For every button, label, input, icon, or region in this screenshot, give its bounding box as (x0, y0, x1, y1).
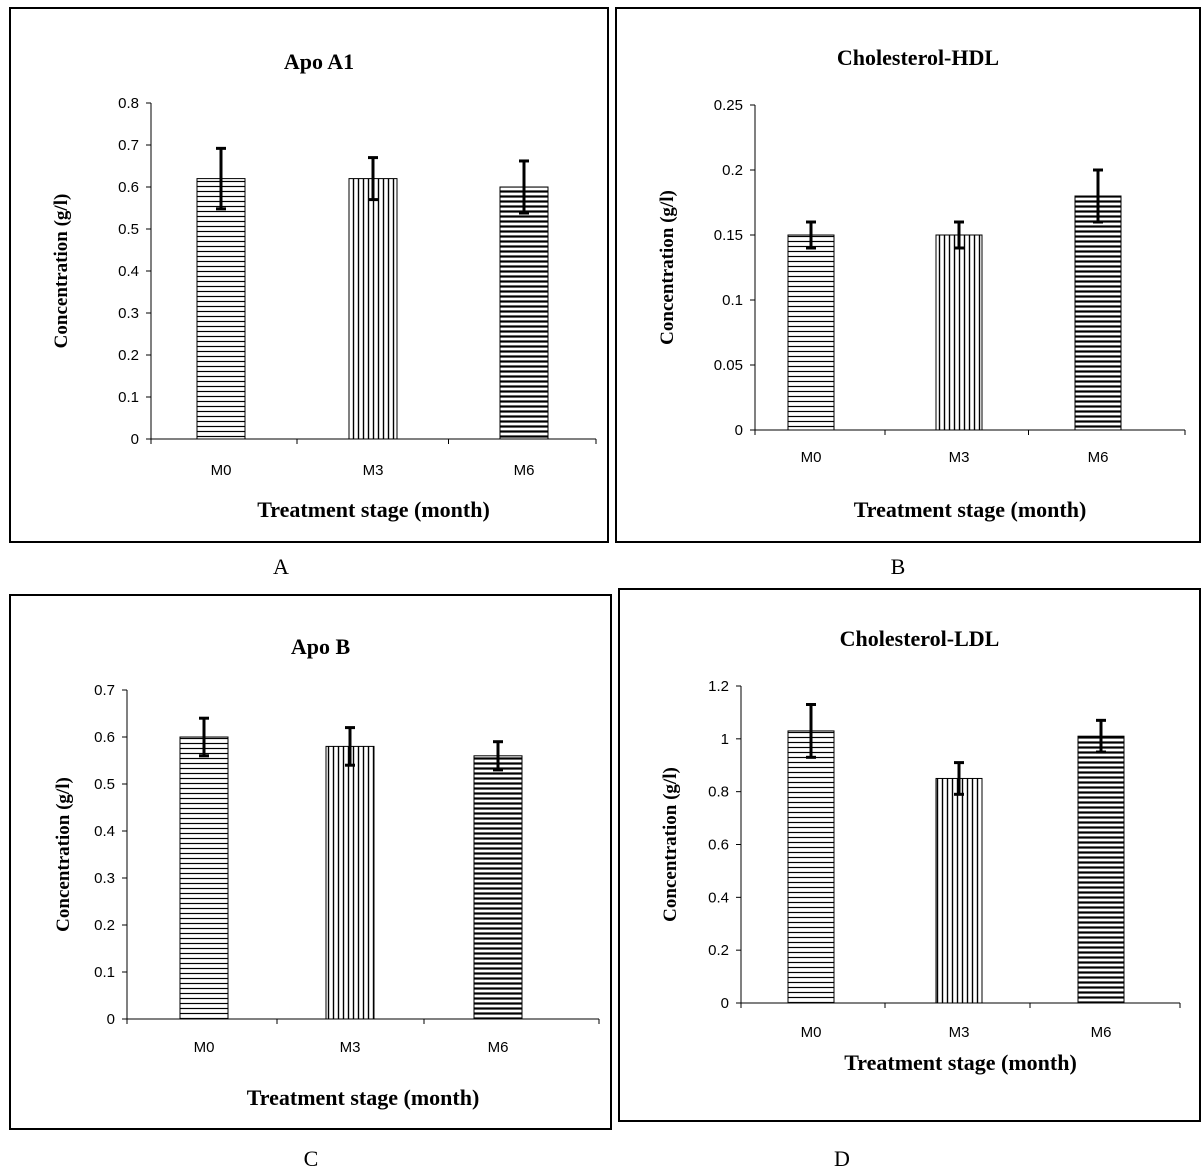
chart-d-x-label: Treatment stage (month) (844, 1050, 1077, 1075)
chart-a-bar-m0 (196, 178, 246, 440)
chart-a-svg: Apo A1 0 0.1 0.2 0.3 0.4 0.5 0.6 0.7 0.8 M0 M3 M6 Tre… (51, 49, 597, 522)
chart-a-y-tick-label: 0.8 (118, 95, 139, 112)
chart-d-bar-m3 (935, 777, 983, 1004)
panel-label-d: D (834, 1146, 850, 1171)
chart-a-y-label: Concentration (g/l) (51, 194, 72, 349)
chart-a-category-label: M6 (514, 462, 535, 479)
chart-b-category-label: M0 (801, 449, 822, 466)
chart-panel-b: Cholesterol-HDL 0 0.05 0.1 0.15 0.2 0.25 M0 M3 M6… (615, 7, 1201, 543)
chart-b-y-tick-label: 0 (735, 422, 743, 439)
chart-c-y-label: Concentration (g/l) (53, 777, 74, 932)
chart-c-bar-m3 (325, 745, 375, 1020)
chart-b-y-tick-label: 0.25 (714, 97, 743, 114)
chart-a-bar-m6 (499, 186, 549, 440)
chart-d-y-tick-label: 1.2 (708, 678, 729, 695)
chart-d-title: Cholesterol-LDL (840, 626, 1000, 651)
chart-a-x-label: Treatment stage (month) (257, 497, 490, 522)
chart-c-y-tick-label: 0.1 (94, 964, 115, 981)
chart-d-y-tick-label: 0.2 (708, 942, 729, 959)
chart-d-y-tick-label: 0.4 (708, 889, 729, 906)
chart-c-category-label: M6 (488, 1039, 509, 1056)
chart-c-y-tick-label: 0.3 (94, 870, 115, 887)
chart-a-category-label: M3 (363, 462, 384, 479)
chart-b-category-label: M3 (949, 449, 970, 466)
chart-c-bar-m0 (179, 736, 229, 1020)
chart-b-y-tick-label: 0.1 (722, 292, 743, 309)
chart-a-category-label: M0 (211, 462, 232, 479)
chart-c-y-tick-label: 0.7 (94, 682, 115, 699)
chart-a-y-tick-label: 0.1 (118, 389, 139, 406)
chart-c-category-label: M3 (340, 1039, 361, 1056)
chart-c-x-label: Treatment stage (month) (247, 1085, 480, 1110)
chart-d-bar-m6 (1077, 735, 1125, 1004)
chart-a-y-tick-label: 0.3 (118, 305, 139, 322)
chart-b-y-tick-label: 0.2 (722, 162, 743, 179)
panel-label-a: A (273, 554, 289, 579)
chart-c-svg: Apo B 0 0.1 0.2 0.3 0.4 0.5 0.6 0.7 M0 M3 M6 Treatme… (53, 634, 600, 1110)
chart-d-y-label: Concentration (g/l) (660, 767, 681, 922)
chart-a-y-tick-label: 0.4 (118, 263, 139, 280)
chart-d-y-tick-label: 0.8 (708, 784, 729, 801)
chart-panel-d: Cholesterol-LDL 0 0.2 0.4 0.6 0.8 1 1.2 M0 M3 M6 Tr… (618, 588, 1201, 1122)
chart-d-y-tick-label: 1 (721, 731, 729, 748)
chart-b-y-tick-label: 0.05 (714, 357, 743, 374)
chart-b-y-tick-label: 0.15 (714, 227, 743, 244)
chart-c-y-tick-label: 0 (107, 1011, 115, 1028)
chart-d-bar-m0 (787, 730, 835, 1004)
chart-c-bar-m6 (473, 755, 523, 1020)
chart-c-y-tick-label: 0.5 (94, 776, 115, 793)
chart-b-title: Cholesterol-HDL (837, 45, 999, 70)
chart-c-title: Apo B (291, 634, 351, 659)
chart-d-category-label: M6 (1091, 1024, 1112, 1041)
chart-d-y-tick-label: 0 (721, 995, 729, 1012)
chart-b-bar-m3 (935, 234, 983, 431)
chart-b-bar-m6 (1074, 195, 1122, 431)
chart-d-category-label: M3 (949, 1024, 970, 1041)
chart-b-bar-m0 (787, 234, 835, 431)
chart-a-y-tick-label: 0.6 (118, 179, 139, 196)
chart-a-y-tick-label: 0.7 (118, 137, 139, 154)
panel-label-b: B (890, 554, 906, 579)
chart-a-bar-m3 (348, 178, 398, 440)
chart-c-y-tick-label: 0.2 (94, 917, 115, 934)
chart-panel-c: Apo B 0 0.1 0.2 0.3 0.4 0.5 0.6 0.7 M0 M3 M6 Treatme… (9, 594, 612, 1130)
chart-c-y-tick-label: 0.4 (94, 823, 115, 840)
chart-b-svg: Cholesterol-HDL 0 0.05 0.1 0.15 0.2 0.25 M0 M3 M6… (657, 45, 1186, 522)
chart-a-y-tick-label: 0 (131, 431, 139, 448)
chart-panel-a: Apo A1 0 0.1 0.2 0.3 0.4 0.5 0.6 0.7 0.8 M0 M3 M6 Tre… (9, 7, 609, 543)
panel-label-c: C (303, 1146, 319, 1171)
chart-b-y-label: Concentration (g/l) (657, 190, 678, 345)
chart-b-x-label: Treatment stage (month) (854, 497, 1087, 522)
chart-c-category-label: M0 (194, 1039, 215, 1056)
chart-a-y-tick-label: 0.5 (118, 221, 139, 238)
chart-a-title: Apo A1 (284, 49, 354, 74)
chart-d-y-tick-label: 0.6 (708, 837, 729, 854)
chart-d-category-label: M0 (801, 1024, 822, 1041)
chart-b-category-label: M6 (1088, 449, 1109, 466)
chart-d-svg: Cholesterol-LDL 0 0.2 0.4 0.6 0.8 1 1.2 M0 M3 M6 Tr… (660, 626, 1181, 1075)
chart-c-y-tick-label: 0.6 (94, 729, 115, 746)
chart-a-y-tick-label: 0.2 (118, 347, 139, 364)
